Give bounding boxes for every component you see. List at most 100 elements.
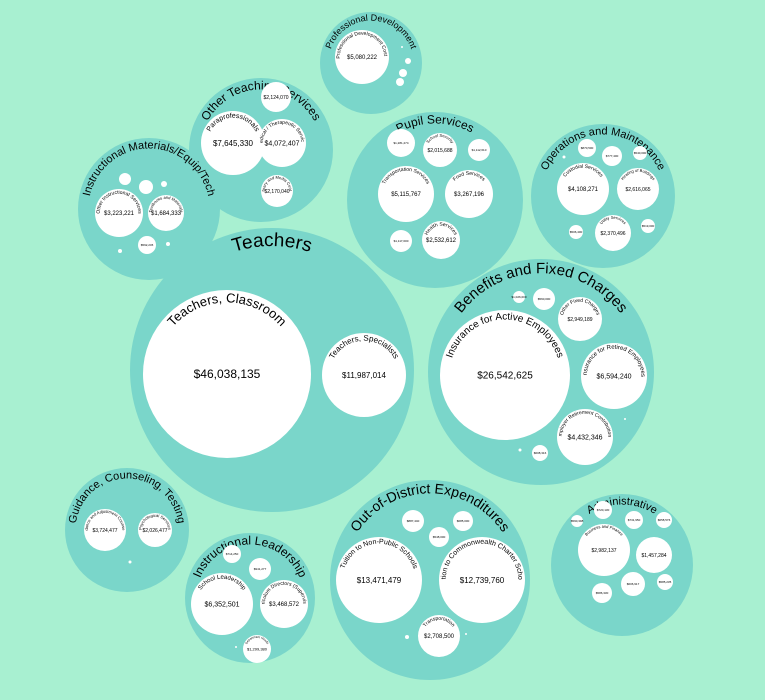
leaf-bubble[interactable] xyxy=(617,168,659,210)
leaf-bubble[interactable] xyxy=(594,501,612,519)
leaf-bubble[interactable] xyxy=(260,580,308,628)
leaf-bubble[interactable] xyxy=(148,195,184,231)
leaf-bubble[interactable] xyxy=(439,537,525,623)
leaf-bubble[interactable] xyxy=(235,646,237,648)
leaf-bubble[interactable] xyxy=(95,189,143,237)
leaf-bubble[interactable] xyxy=(258,119,306,167)
leaf-bubble[interactable] xyxy=(261,82,291,112)
leaf-guidance-and-adjustment-counselors: Guidance and Adjustment Counselors$3,724… xyxy=(0,0,126,551)
leaf-bubble[interactable] xyxy=(223,545,241,563)
leaf-bubble[interactable] xyxy=(418,615,460,657)
leaf-bubble[interactable] xyxy=(625,511,643,529)
leaf-bubble[interactable] xyxy=(405,635,409,639)
leaf-value-label: $608,316 xyxy=(534,451,547,455)
leaf-bubble[interactable] xyxy=(387,129,415,157)
leaf-bubble[interactable] xyxy=(440,310,570,440)
leaf-bubble[interactable] xyxy=(401,46,403,48)
leaf-bubble[interactable] xyxy=(335,30,389,84)
leaf-bubble[interactable] xyxy=(261,175,293,207)
leaf-custodial-services: Custodial Services$4,108,271 xyxy=(557,163,609,215)
leaf-bubble[interactable] xyxy=(633,146,647,160)
leaf-bubble[interactable] xyxy=(445,170,493,218)
leaf-bubble[interactable] xyxy=(118,249,122,253)
leaf-other-fixed-charges: Other Fixed Charges$2,949,189 xyxy=(558,297,602,341)
leaf-value-label: $506,400 xyxy=(570,230,583,234)
leaf-bubble[interactable] xyxy=(578,139,596,157)
leaf-value-label: $887,440 xyxy=(407,519,420,523)
leaf-bubble[interactable] xyxy=(143,290,311,458)
leaf-bubble[interactable] xyxy=(513,291,525,303)
leaf-value-label: $548,000 xyxy=(433,535,446,539)
leaf-item-7 xyxy=(518,448,522,452)
leaf-bubble[interactable] xyxy=(557,409,613,465)
leaf-bubble[interactable] xyxy=(336,537,422,623)
leaf-health-services: Health Services$2,532,612 xyxy=(422,221,460,259)
leaf-bubble[interactable] xyxy=(422,221,460,259)
leaf-bubble[interactable] xyxy=(128,560,132,564)
leaf-bubble[interactable] xyxy=(405,58,411,64)
leaf-bubble[interactable] xyxy=(619,354,621,356)
leaf-bubble[interactable] xyxy=(161,181,167,187)
leaf-bubble[interactable] xyxy=(191,573,253,635)
leaf-item-5: $540,000 xyxy=(633,146,647,160)
leaf-bubble[interactable] xyxy=(201,111,265,175)
leaf-athletics: $1,112,610 xyxy=(468,139,490,161)
leaf-teachers-specialists: Teachers, Specialists$11,987,014 xyxy=(322,333,406,417)
leaf-item-8 xyxy=(624,418,626,420)
leaf-bubble[interactable] xyxy=(578,524,630,576)
leaf-bubble[interactable] xyxy=(84,509,126,551)
leaf-bubble[interactable] xyxy=(641,219,655,233)
leaf-bubble[interactable] xyxy=(636,537,672,573)
leaf-bubble[interactable] xyxy=(592,583,612,603)
leaf-bubble[interactable] xyxy=(402,510,424,532)
leaf-value-label: $7,645,330 xyxy=(213,139,254,148)
leaf-bubble[interactable] xyxy=(399,69,407,77)
leaf-bubble[interactable] xyxy=(322,333,406,417)
leaf-bubble[interactable] xyxy=(581,343,647,409)
leaf-bubble[interactable] xyxy=(569,225,583,239)
leaf-bubble[interactable] xyxy=(429,527,449,547)
leaf-department-heads: Department Heads$1,299,380 xyxy=(243,635,271,663)
group-bubble[interactable] xyxy=(65,468,189,592)
leaf-item-7 xyxy=(465,633,467,635)
leaf-bubble[interactable] xyxy=(139,180,153,194)
leaf-item-4: $731,950 xyxy=(625,511,643,529)
leaf-bubble[interactable] xyxy=(562,155,566,159)
leaf-bubble[interactable] xyxy=(138,513,172,547)
leaf-item-1 xyxy=(399,69,407,77)
leaf-bubble[interactable] xyxy=(558,297,602,341)
leaf-bubble[interactable] xyxy=(518,448,522,452)
leaf-bubble[interactable] xyxy=(656,512,672,528)
leaf-other-instructional-services: Other Instructional Services$3,223,221 xyxy=(95,189,143,237)
leaf-item-5: $658,576 xyxy=(656,512,672,528)
leaf-bubble[interactable] xyxy=(602,146,622,166)
leaf-bubble[interactable] xyxy=(138,236,156,254)
leaf-bubble[interactable] xyxy=(378,166,434,222)
leaf-bubble[interactable] xyxy=(423,133,457,167)
leaf-bubble[interactable] xyxy=(243,635,271,663)
leaf-bubble[interactable] xyxy=(249,558,271,580)
leaf-bubble[interactable] xyxy=(533,288,555,310)
leaf-bubble[interactable] xyxy=(396,78,404,86)
leaf-item-6: $506,400 xyxy=(569,225,583,239)
leaf-bubble[interactable] xyxy=(557,163,609,215)
leaf-bubble[interactable] xyxy=(465,633,467,635)
leaf-bubble[interactable] xyxy=(595,215,631,251)
group-bubble[interactable] xyxy=(330,480,530,680)
leaf-transportation: Transportation$2,708,500 xyxy=(418,615,460,657)
leaf-bubble[interactable] xyxy=(468,139,490,161)
leaf-bubble[interactable] xyxy=(624,418,626,420)
leaf-bubble[interactable] xyxy=(453,511,473,531)
leaf-item-9 xyxy=(619,354,621,356)
leaf-bubble[interactable] xyxy=(390,230,412,252)
leaf-bubble[interactable] xyxy=(532,445,548,461)
leaf-bubble[interactable] xyxy=(657,574,673,590)
leaf-bubble[interactable] xyxy=(621,572,645,596)
leaf-bubble[interactable] xyxy=(571,515,583,527)
leaf-bubble[interactable] xyxy=(119,173,131,185)
leaf-bubble[interactable] xyxy=(166,242,170,246)
leaf-value-label: $3,223,221 xyxy=(104,211,135,217)
